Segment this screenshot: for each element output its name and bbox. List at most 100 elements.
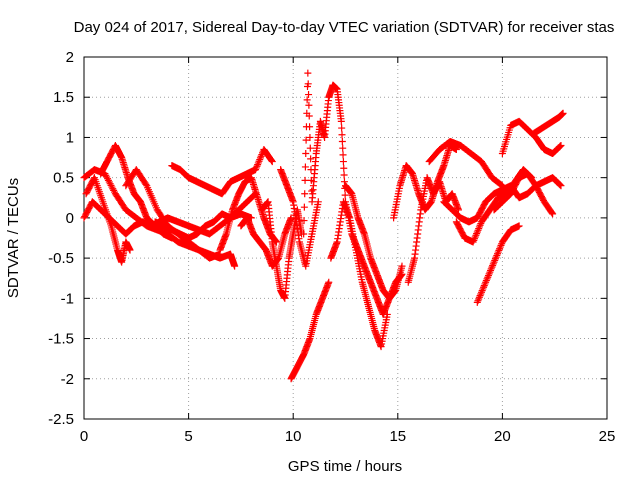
x-tick-label: 15 [389, 428, 406, 445]
series-track-f [168, 146, 276, 198]
data-point [303, 96, 311, 104]
x-tick-label: 20 [494, 428, 511, 445]
data-point [556, 180, 564, 188]
data-point [307, 155, 315, 163]
data-point [254, 159, 262, 167]
data-point [470, 236, 478, 244]
data-point [556, 142, 564, 150]
data-point [488, 263, 496, 271]
data-point [481, 280, 489, 288]
series-track-g [151, 190, 260, 242]
data-point [559, 109, 567, 117]
x-tick-label: 25 [599, 428, 616, 445]
data-point [255, 157, 263, 165]
data-point [475, 293, 483, 301]
data-point [231, 262, 239, 270]
data-point [475, 223, 483, 231]
data-point [301, 163, 309, 171]
data-point [325, 278, 333, 286]
data-point [556, 181, 564, 189]
data-point [337, 117, 345, 125]
data-point [494, 248, 502, 256]
y-tick-label: 0.5 [53, 170, 74, 187]
data-point [473, 298, 481, 306]
data-point [477, 288, 485, 296]
data-point [300, 203, 308, 211]
data-point [489, 261, 497, 269]
data-point [491, 255, 499, 263]
data-point [306, 123, 314, 131]
data-point [339, 151, 347, 159]
y-tick-label: -0.5 [48, 250, 74, 267]
x-tick-label: 0 [80, 428, 88, 445]
data-point [168, 234, 176, 242]
data-point [480, 282, 488, 290]
data-point [479, 285, 487, 293]
data-point [482, 278, 490, 286]
series-track-p [390, 141, 460, 222]
data-point [300, 230, 308, 238]
data-point [126, 246, 134, 254]
data-point [305, 91, 313, 99]
x-tick-label: 10 [285, 428, 302, 445]
data-point [473, 230, 481, 238]
data-point [339, 144, 347, 152]
data-point [256, 154, 264, 162]
data-point [475, 295, 483, 303]
series-track-o [342, 182, 406, 302]
data-point [557, 182, 565, 190]
data-point [301, 176, 309, 184]
data-point [252, 166, 260, 174]
data-point [253, 162, 261, 170]
series-track-w [490, 170, 557, 218]
series-track-k [277, 166, 322, 270]
data-point [474, 297, 482, 305]
data-point [496, 245, 504, 253]
data-point [338, 131, 346, 139]
data-point [314, 198, 322, 206]
y-tick-label: -1.5 [48, 331, 74, 348]
data-point [398, 262, 406, 270]
data-point [487, 265, 495, 273]
data-point [254, 161, 262, 169]
data-point [306, 144, 314, 152]
series-track-u [473, 222, 523, 306]
data-point [306, 133, 314, 141]
data-point [338, 137, 346, 145]
data-point [472, 231, 480, 239]
series-track-l [287, 278, 333, 383]
data-point [339, 158, 347, 166]
data-point [338, 124, 346, 132]
data-point [493, 251, 501, 259]
data-point [476, 221, 484, 229]
data-point [474, 226, 482, 234]
data-point [485, 270, 493, 278]
series-track-e [122, 166, 224, 262]
data-point [492, 253, 500, 261]
y-axis-label: SDTVAR / TECUs [5, 178, 22, 298]
data-point [305, 112, 313, 120]
data-point [478, 287, 486, 295]
data-point [476, 292, 484, 300]
data-point [471, 233, 479, 241]
data-point [341, 191, 349, 199]
axis-ticks: 0 5 10 15 20 25 2 1.5 1 0.5 0 -0.5 -1 -1.5 -2 -2.5 [48, 49, 615, 445]
series-track-q [404, 174, 462, 286]
x-axis-label: GPS time / hours [288, 458, 402, 475]
data-point [482, 277, 490, 285]
data-point [557, 141, 565, 149]
data-point [489, 260, 497, 268]
data-point [252, 164, 260, 172]
y-tick-label: 0 [66, 210, 74, 227]
series-track-d [97, 141, 176, 242]
data-point [484, 273, 492, 281]
data-point [484, 272, 492, 280]
data-point [340, 164, 348, 172]
data-point [477, 290, 485, 298]
y-tick-label: -1 [61, 290, 74, 307]
data-point [302, 136, 310, 144]
series-track-x [530, 109, 567, 137]
data-point [496, 243, 504, 251]
y-tick-label: -2.5 [48, 411, 74, 428]
